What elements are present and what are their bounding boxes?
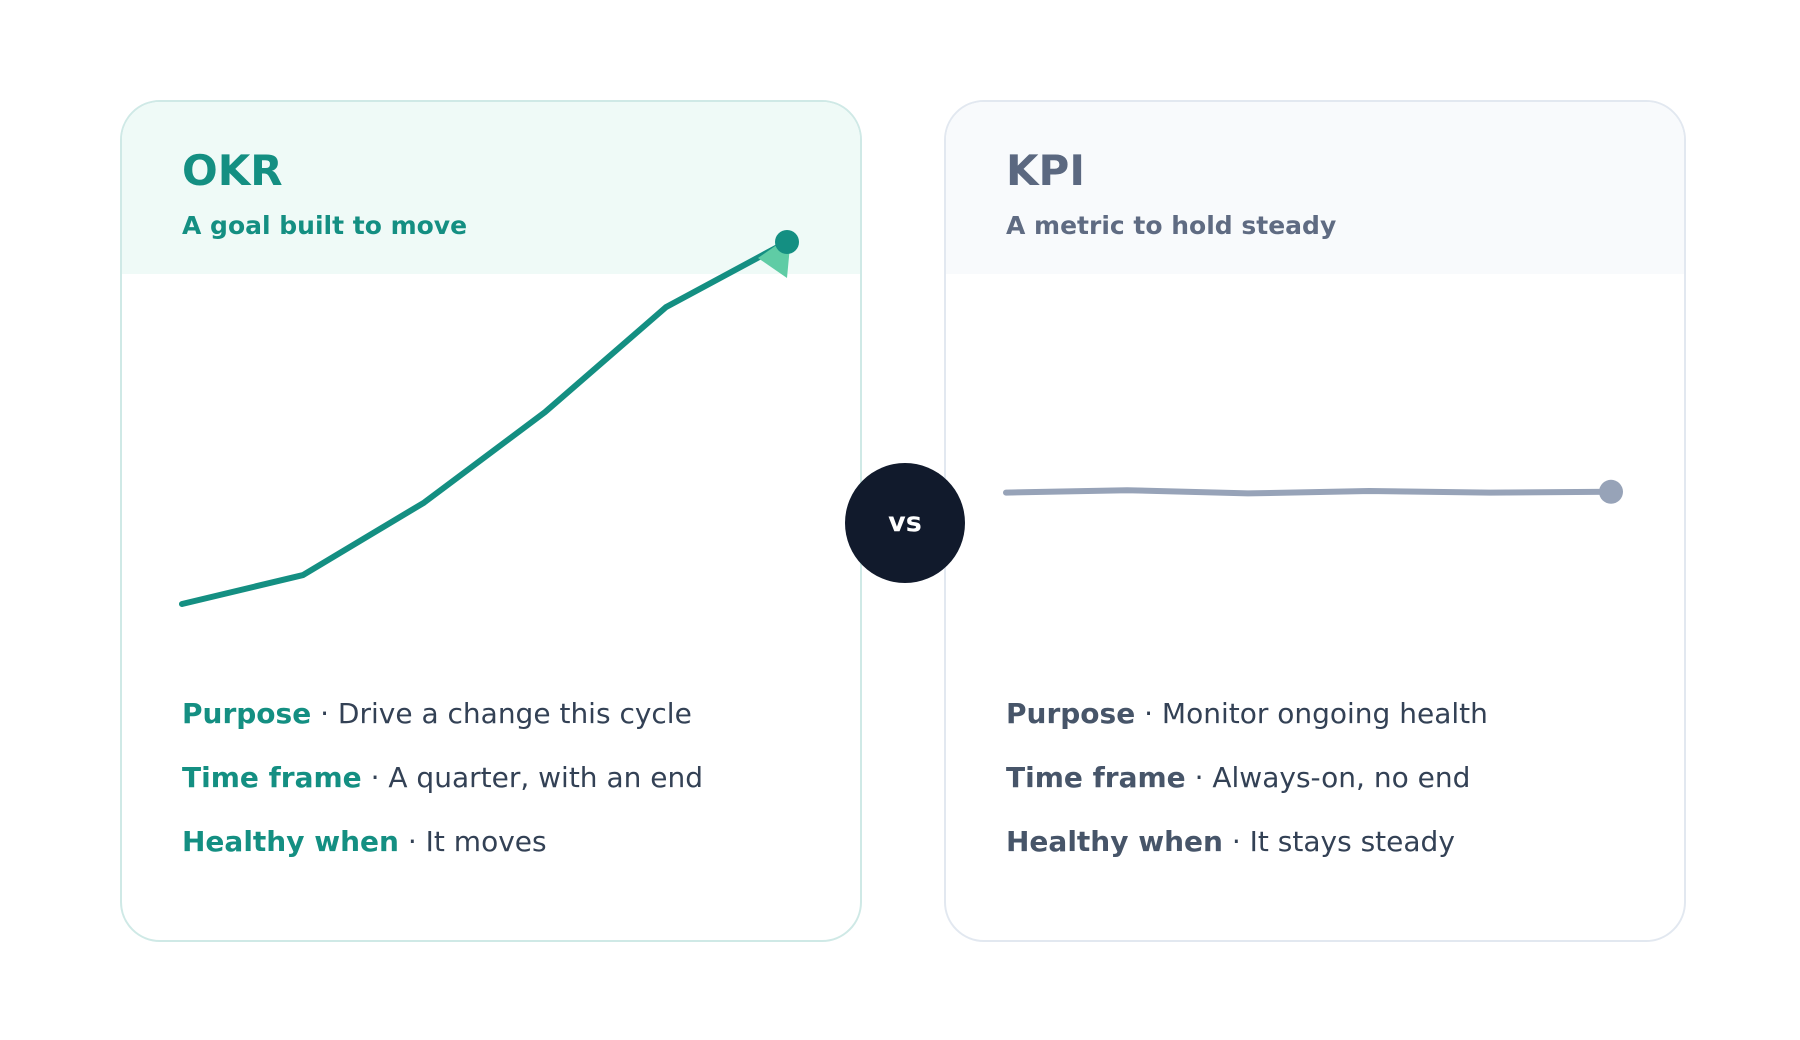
- okr-facts-list: Purpose · Drive a change this cycle Time…: [182, 694, 703, 886]
- kpi-time-frame-label: Time frame: [1006, 761, 1186, 794]
- kpi-card: KPI A metric to hold steady Purpose · Mo…: [944, 100, 1686, 942]
- kpi-purpose-separator: ·: [1135, 697, 1162, 730]
- kpi-healthy-when-label: Healthy when: [1006, 825, 1223, 858]
- okr-card: OKR A goal built to move Purpose · Drive…: [120, 100, 862, 942]
- okr-end-point: [775, 230, 799, 254]
- okr-healthy-when-label: Healthy when: [182, 825, 399, 858]
- kpi-healthy-when-separator: ·: [1222, 825, 1250, 858]
- okr-card-header: OKR A goal built to move: [122, 102, 860, 274]
- kpi-trend-chart: [1003, 479, 1623, 504]
- okr-purpose-label: Purpose: [182, 697, 312, 730]
- okr-time-frame-label: Time frame: [182, 761, 362, 794]
- okr-time-frame-separator: ·: [361, 761, 389, 794]
- kpi-facts-list: Purpose · Monitor ongoing health Time fr…: [1006, 694, 1488, 886]
- kpi-end-point: [1599, 479, 1623, 504]
- okr-trend-chart: [179, 230, 799, 607]
- kpi-healthy-when-value: It stays steady: [1249, 825, 1455, 858]
- okr-time-frame-value: A quarter, with an end: [388, 761, 703, 794]
- vs-badge: vs: [845, 463, 965, 583]
- kpi-title: KPI: [1006, 146, 1085, 195]
- okr-subtitle: A goal built to move: [182, 211, 468, 240]
- kpi-subtitle: A metric to hold steady: [1006, 211, 1337, 240]
- kpi-healthy-when-row: Healthy when · It stays steady: [1006, 822, 1488, 886]
- okr-purpose-row: Purpose · Drive a change this cycle: [182, 694, 703, 758]
- okr-healthy-when-separator: ·: [398, 825, 426, 858]
- kpi-purpose-row: Purpose · Monitor ongoing health: [1006, 694, 1488, 758]
- kpi-card-header: KPI A metric to hold steady: [946, 102, 1684, 274]
- kpi-purpose-value: Monitor ongoing health: [1161, 697, 1488, 730]
- kpi-trend-line: [1003, 487, 1614, 497]
- okr-trend-line: [179, 239, 790, 607]
- kpi-time-frame-value: Always-on, no end: [1212, 761, 1471, 794]
- kpi-time-frame-row: Time frame · Always-on, no end: [1006, 758, 1488, 822]
- kpi-time-frame-separator: ·: [1185, 761, 1213, 794]
- okr-time-frame-row: Time frame · A quarter, with an end: [182, 758, 703, 822]
- okr-healthy-when-value: It moves: [425, 825, 547, 858]
- okr-purpose-separator: ·: [311, 697, 338, 730]
- okr-healthy-when-row: Healthy when · It moves: [182, 822, 703, 886]
- okr-title: OKR: [182, 146, 283, 195]
- okr-purpose-value: Drive a change this cycle: [337, 697, 692, 730]
- kpi-purpose-label: Purpose: [1006, 697, 1136, 730]
